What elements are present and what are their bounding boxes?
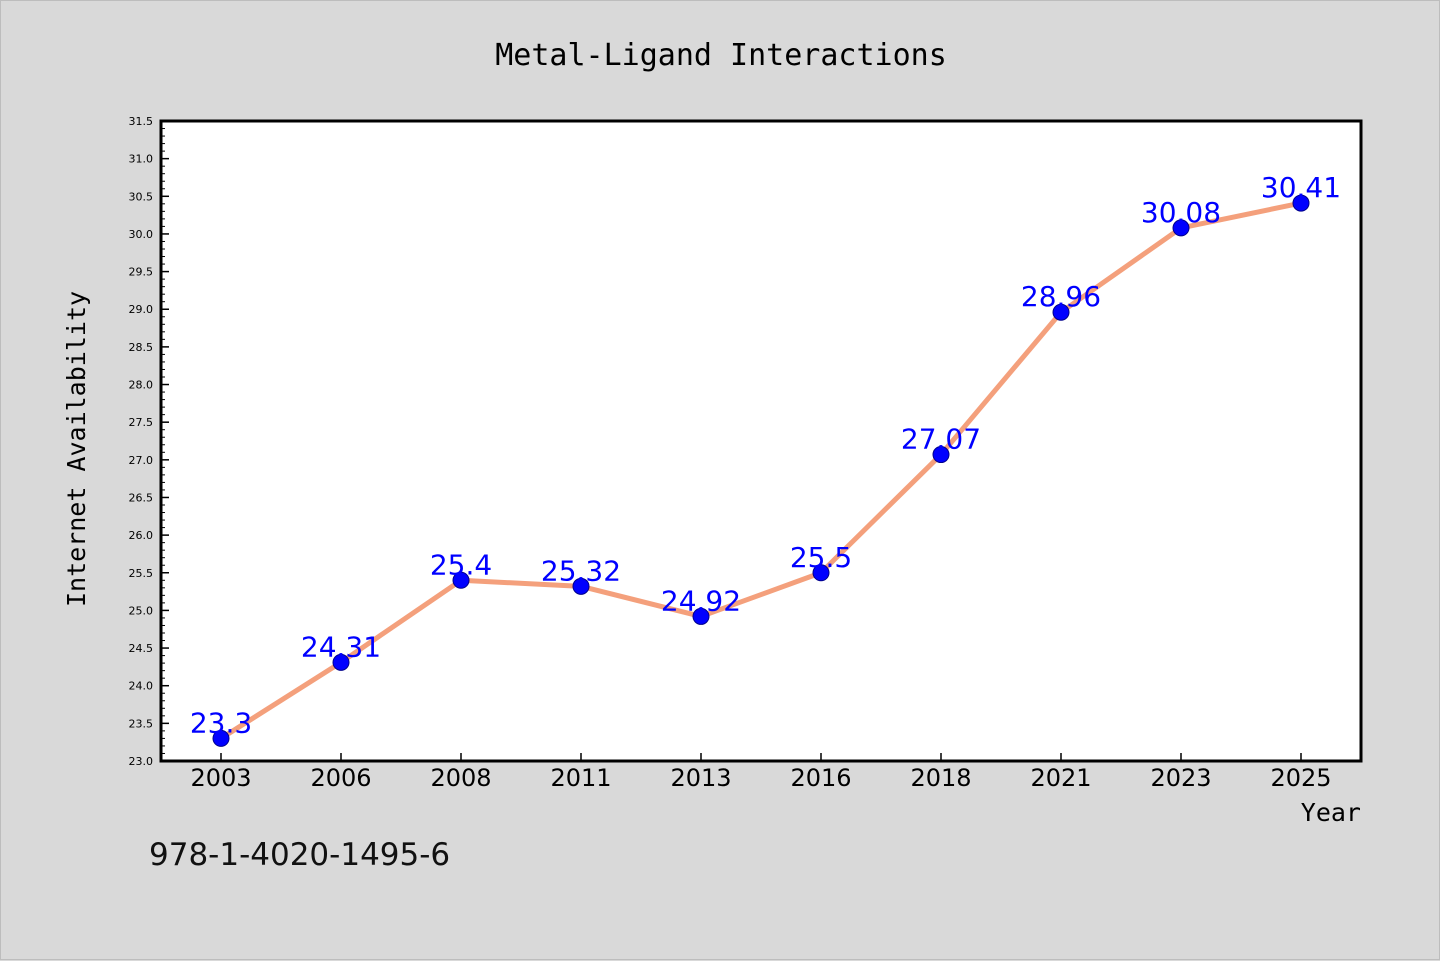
x-tick-label: 2013 — [670, 764, 731, 792]
y-axis: 23.0 23.5 24.0 24.5 25.0 25.5 26.0 26.5 27.0 27.5… — [129, 115, 169, 768]
y-tick-label: 30.5 — [129, 190, 154, 203]
data-label: 25.32 — [541, 554, 621, 587]
x-tick-label: 2003 — [190, 764, 251, 792]
y-tick-label: 30.0 — [129, 228, 154, 241]
data-point — [932, 446, 950, 464]
series-line — [218, 200, 1304, 741]
y-tick-label: 29.0 — [129, 303, 154, 316]
y-tick-label: 23.5 — [129, 717, 154, 730]
data-point — [332, 653, 350, 671]
data-label: 23.3 — [190, 706, 252, 739]
y-tick-label: 31.0 — [129, 153, 154, 166]
x-tick-label: 2023 — [1150, 764, 1211, 792]
data-point — [1172, 219, 1190, 237]
y-tick-label: 25.5 — [129, 567, 154, 580]
annotation-text: 978-1-4020-1495-6 — [149, 837, 450, 873]
data-point — [1292, 194, 1310, 212]
y-tick-label: 27.0 — [129, 454, 154, 467]
data-point — [812, 564, 830, 582]
y-tick-label: 26.5 — [129, 491, 154, 504]
data-point — [452, 571, 470, 589]
x-tick-label: 2018 — [910, 764, 971, 792]
x-tick-label: 2011 — [550, 764, 611, 792]
x-tick-label: 2006 — [310, 764, 371, 792]
x-tick-label: 2016 — [790, 764, 851, 792]
y-tick-label: 23.0 — [129, 755, 154, 768]
y-axis-label: Internet Availability — [62, 291, 91, 607]
data-point — [572, 577, 590, 595]
data-point — [692, 607, 710, 625]
y-tick-label: 24.5 — [129, 642, 154, 655]
data-point — [1052, 303, 1070, 321]
x-tick-label: 2025 — [1270, 764, 1331, 792]
x-axis: 2003 2006 2008 2011 2013 2016 2018 2021 2023 2025 — [190, 753, 1332, 792]
data-label: 24.92 — [661, 584, 741, 617]
data-label: 25.5 — [790, 541, 852, 574]
data-label: 24.31 — [301, 630, 381, 663]
data-label: 25.4 — [430, 548, 492, 581]
plot-area — [159, 119, 1363, 763]
y-tick-label: 27.5 — [129, 416, 154, 429]
y-tick-label: 26.0 — [129, 529, 154, 542]
x-tick-label: 2008 — [430, 764, 491, 792]
data-label: 28.96 — [1021, 280, 1101, 313]
data-point — [212, 729, 230, 747]
x-tick-label: 2021 — [1030, 764, 1091, 792]
y-tick-label: 25.0 — [129, 604, 154, 617]
data-label: 30.41 — [1261, 171, 1341, 204]
x-axis-label: Year — [1301, 798, 1361, 827]
series-layer: 23.3 24.31 25.4 25.32 24.92 25.5 27.07 28.96 30.… — [190, 171, 1341, 747]
chart-title: Metal-Ligand Interactions — [495, 38, 947, 73]
y-tick-label: 29.5 — [129, 266, 154, 279]
data-label: 30.08 — [1141, 196, 1221, 229]
data-label: 27.07 — [901, 423, 981, 456]
y-tick-label: 24.0 — [129, 680, 154, 693]
y-tick-label: 28.0 — [129, 379, 154, 392]
y-tick-label: 31.5 — [129, 115, 154, 128]
y-tick-label: 28.5 — [129, 341, 154, 354]
